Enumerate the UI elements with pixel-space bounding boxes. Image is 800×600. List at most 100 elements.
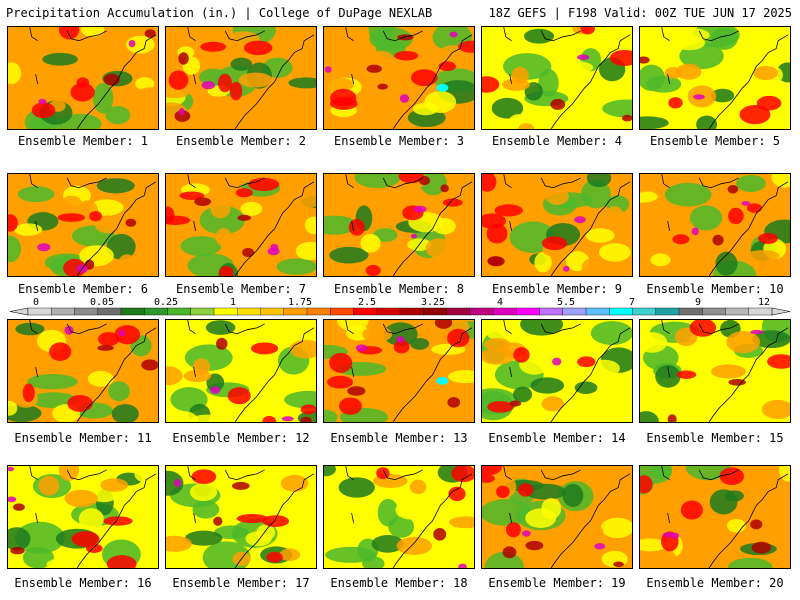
precip-blob	[178, 108, 185, 116]
precip-blob	[482, 466, 503, 476]
lake-outline	[661, 320, 739, 377]
precip-blob	[680, 500, 703, 520]
lake-outline	[661, 466, 739, 523]
coastline	[76, 327, 157, 422]
precip-blob	[449, 516, 474, 529]
precip-blob	[295, 241, 316, 261]
precip-blob	[134, 466, 158, 483]
precip-blob	[767, 354, 790, 369]
precip-blob	[324, 409, 338, 422]
precip-blob	[281, 493, 316, 513]
precip-blob	[37, 243, 51, 252]
precip-blob	[46, 558, 75, 568]
ensemble-map-6	[7, 173, 159, 277]
colorbar: 0 0.05 0.25 1 1.75 2.5 3.25 4 5.5 7 9 12	[9, 297, 791, 316]
colorbar-bin	[748, 307, 773, 316]
precip-blob	[715, 251, 738, 276]
precip-blob	[8, 62, 22, 85]
precip-blob	[324, 66, 332, 73]
precip-blob	[38, 98, 47, 105]
precip-blob	[640, 234, 663, 250]
precip-blob	[215, 228, 232, 247]
precip-blob	[449, 31, 458, 38]
precip-blob	[210, 198, 231, 219]
precip-blob	[482, 474, 495, 483]
precip-blob	[80, 27, 105, 37]
lake-outline	[29, 27, 107, 84]
precip-blob	[141, 359, 158, 371]
precip-blob	[71, 531, 100, 547]
precip-blob	[753, 65, 778, 81]
precip-blob	[173, 478, 182, 488]
ensemble-member-label: Ensemble Member: 14	[488, 431, 626, 445]
ensemble-map-2	[165, 26, 317, 130]
colorbar-bin	[260, 307, 285, 316]
precip-blob	[70, 82, 95, 102]
colorbar-bin	[51, 307, 76, 316]
ensemble-map-5	[639, 26, 791, 130]
colorbar-tick-label: 0.05	[90, 297, 114, 308]
ensemble-member-label: Ensemble Member: 16	[14, 576, 152, 590]
precip-blob	[511, 66, 529, 84]
ensemble-map-18	[323, 465, 475, 569]
precip-blob	[410, 69, 438, 87]
precip-blob	[761, 399, 790, 420]
precip-blob	[541, 396, 565, 412]
precip-blob	[487, 256, 503, 266]
ensemble-member-label: Ensemble Member: 15	[646, 431, 784, 445]
precip-blob	[103, 516, 133, 526]
precip-blob	[347, 386, 366, 396]
colorbar-bin	[283, 307, 308, 316]
precip-blob	[200, 41, 227, 52]
coastline	[392, 181, 473, 276]
precip-blob	[741, 201, 751, 206]
precip-blob	[395, 500, 426, 520]
run-valid-time: 18Z GEFS | F198 Valid: 00Z TUE JUN 17 20…	[488, 6, 792, 20]
precip-blob	[59, 195, 84, 216]
ensemble-member-label: Ensemble Member: 17	[172, 576, 310, 590]
precip-blob	[108, 381, 130, 402]
lake-outline	[345, 466, 423, 523]
precip-blob	[728, 207, 744, 225]
precip-blob	[646, 75, 682, 93]
precip-blob	[758, 233, 778, 245]
precip-blob	[739, 104, 771, 125]
precip-blob	[105, 105, 131, 125]
chart-title: Precipitation Accumulation (in.) | Colle…	[6, 6, 433, 20]
lake-outline	[503, 27, 581, 84]
colorbar-bin	[423, 307, 448, 316]
colorbar-bin	[144, 307, 169, 316]
colorbar-bin	[725, 307, 750, 316]
precip-blob	[14, 223, 43, 236]
precip-blob	[671, 532, 680, 540]
coastline	[234, 473, 315, 568]
precip-blob	[114, 325, 141, 345]
precip-blob	[262, 415, 277, 422]
precip-blob	[106, 233, 136, 260]
lake-outline	[503, 320, 581, 377]
precip-blob	[64, 489, 98, 508]
precip-blob	[451, 466, 474, 483]
precip-blob	[600, 517, 632, 538]
ensemble-member-label: Ensemble Member: 1	[17, 134, 149, 148]
precip-blob	[266, 551, 283, 563]
colorbar-bin	[190, 307, 215, 316]
precip-blob	[672, 234, 690, 245]
colorbar-bin	[27, 307, 52, 316]
precip-blob	[513, 347, 530, 363]
precip-blob	[29, 392, 78, 408]
colorbar-bin	[376, 307, 401, 316]
precip-blob	[106, 555, 137, 568]
precip-blob	[15, 322, 45, 336]
precip-blob	[397, 34, 414, 41]
precip-blob	[675, 63, 702, 80]
precip-blob	[525, 508, 557, 528]
lake-outline	[345, 27, 423, 84]
ensemble-map-15	[639, 319, 791, 423]
precip-blob	[394, 51, 419, 61]
precip-blob	[496, 485, 510, 498]
precip-blob	[333, 503, 357, 518]
precip-blob	[502, 546, 517, 559]
ensemble-map-10	[639, 173, 791, 277]
precip-blob	[491, 97, 524, 119]
